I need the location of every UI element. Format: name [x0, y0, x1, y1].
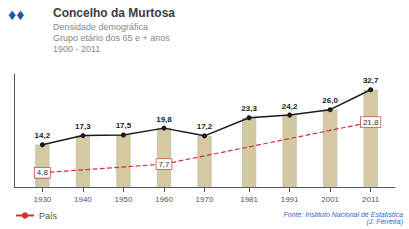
svg-text:14,2: 14,2 [35, 131, 51, 140]
svg-text:(J. Ferreira): (J. Ferreira) [366, 218, 403, 226]
svg-text:24,2: 24,2 [282, 102, 298, 111]
svg-text:1900 - 2011: 1900 - 2011 [53, 44, 100, 54]
svg-text:1970: 1970 [196, 195, 214, 204]
svg-text:País: País [39, 211, 58, 221]
svg-text:17,5: 17,5 [116, 121, 132, 130]
svg-text:1960: 1960 [155, 195, 173, 204]
svg-text:1940: 1940 [74, 195, 92, 204]
svg-text:23,3: 23,3 [241, 104, 257, 113]
svg-text:32,7: 32,7 [363, 76, 379, 85]
svg-text:1991: 1991 [281, 195, 299, 204]
svg-text:21,8: 21,8 [363, 118, 379, 127]
svg-text:1981: 1981 [240, 195, 258, 204]
svg-text:7,7: 7,7 [158, 160, 170, 169]
svg-text:2001: 2001 [321, 195, 339, 204]
svg-text:17,2: 17,2 [197, 122, 213, 131]
svg-text:Fonte: Instituto Nacional de E: Fonte: Instituto Nacional de Estatística [284, 211, 404, 218]
svg-text:Densidade demográfica: Densidade demográfica [53, 22, 148, 32]
svg-text:Concelho da Murtosa: Concelho da Murtosa [53, 6, 175, 20]
svg-text:Grupo etário dos 65 e + anos: Grupo etário dos 65 e + anos [53, 33, 170, 43]
svg-text:4,8: 4,8 [37, 168, 49, 177]
svg-text:19,8: 19,8 [156, 115, 172, 124]
svg-text:1950: 1950 [115, 195, 133, 204]
svg-text:2011: 2011 [362, 195, 380, 204]
svg-text:1930: 1930 [33, 195, 51, 204]
svg-text:♦♦: ♦♦ [8, 6, 24, 23]
svg-text:17,3: 17,3 [75, 122, 91, 131]
svg-text:26,0: 26,0 [322, 96, 338, 105]
